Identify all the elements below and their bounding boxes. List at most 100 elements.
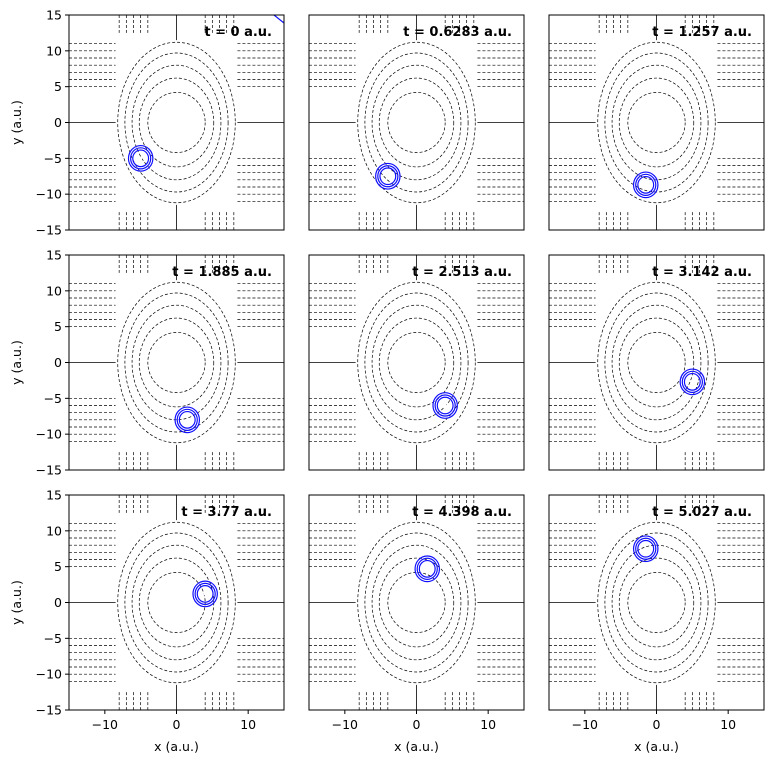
wavepacket-contour: [637, 175, 655, 194]
potential-contour: [371, 544, 462, 661]
x-tick-label: 0: [413, 717, 421, 732]
potential-contour: [131, 544, 222, 661]
y-tick-label: −5: [44, 391, 62, 406]
wavepacket-contour: [681, 370, 703, 393]
time-label: t = 1.885 a.u.: [172, 265, 272, 280]
potential-contour: [627, 92, 686, 153]
time-label: t = 0.6283 a.u.: [403, 25, 512, 40]
y-tick-label: 0: [54, 355, 62, 370]
y-tick-label: −10: [36, 187, 62, 202]
panel-frame: [548, 14, 765, 231]
potential-contour: [147, 332, 206, 393]
potential-contour: [604, 292, 709, 433]
y-axis-label: y (a.u.): [9, 580, 24, 625]
panel: t = 2.513 a.u.: [308, 254, 525, 471]
x-tick-label: −10: [572, 717, 598, 732]
potential-contour: [378, 77, 455, 168]
potential-contour: [131, 304, 222, 421]
potential-contour: [138, 77, 215, 168]
wavepacket-center: [690, 380, 694, 384]
plot-area: [549, 15, 764, 230]
y-tick-label: −15: [36, 223, 62, 238]
wavepacket-center: [139, 156, 143, 160]
panel: t = 3.77 a.u. 15 10 5 0 −5 −10 −15 y (a.u.) −10 0 1…: [9, 488, 285, 754]
panel: t = 4.398 a.u. −10 0 10 x (a.u.): [308, 494, 525, 754]
wavepacket-center: [185, 418, 189, 422]
wavepacket-contour: [637, 539, 655, 558]
plot-area: [549, 495, 764, 710]
wavepacket-contour: [176, 408, 198, 431]
wavepacket-center: [443, 403, 447, 408]
wavepacket-contour: [418, 559, 436, 578]
y-tick-label: 0: [54, 115, 62, 130]
potential-contour: [117, 521, 236, 684]
time-label: t = 0 a.u.: [204, 25, 272, 40]
time-label: t = 3.77 a.u.: [181, 505, 272, 520]
wavepacket-contour: [635, 537, 657, 560]
potential-contour: [604, 52, 709, 193]
potential-contour: [618, 557, 695, 648]
y-tick-label: −15: [36, 703, 62, 718]
time-label: t = 2.513 a.u.: [412, 265, 512, 280]
wavepacket-contour: [632, 171, 659, 199]
plot-area: [309, 255, 524, 470]
potential-contour: [378, 557, 455, 648]
x-tick-label: −10: [332, 717, 358, 732]
potential-contour: [597, 281, 716, 444]
potential-contour: [611, 304, 702, 421]
wavepacket-center: [644, 547, 648, 551]
wavepacket-contour: [416, 557, 438, 580]
edge-artifact: [273, 15, 284, 24]
wavepacket-contour: [130, 147, 152, 170]
panel: t = 0.6283 a.u.: [308, 14, 525, 231]
potential-contour: [364, 292, 469, 433]
potential-contour: [387, 572, 446, 633]
panel-frame: [308, 14, 525, 231]
potential-contour: [131, 64, 222, 181]
wavepacket-contour: [375, 162, 401, 190]
potential-contour: [117, 41, 236, 204]
potential-contour: [124, 292, 229, 433]
time-label: t = 1.257 a.u.: [652, 25, 752, 40]
wavepacket-contour: [436, 396, 454, 415]
time-label: t = 5.027 a.u.: [652, 505, 752, 520]
plot-area: [549, 255, 764, 470]
wavepacket-contour: [196, 585, 214, 603]
y-tick-label: 15: [46, 488, 62, 503]
wavepacket-contour: [679, 368, 706, 396]
wavepacket-contour: [414, 555, 441, 583]
potential-contour: [364, 52, 469, 193]
wavepacket-contour: [192, 580, 218, 608]
x-tick-label: 0: [173, 717, 181, 732]
plot-area: [309, 495, 524, 710]
x-tick-label: 0: [653, 717, 661, 732]
potential-contour: [371, 64, 462, 181]
wavepacket-contour: [127, 144, 154, 172]
potential-contour: [117, 281, 236, 444]
potential-contour: [364, 532, 469, 673]
wavepacket-center: [644, 183, 648, 187]
potential-contour: [124, 532, 229, 673]
panel: t = 3.142 a.u.: [548, 254, 765, 471]
potential-contour: [611, 64, 702, 181]
wavepacket-contour: [377, 165, 399, 188]
potential-contour: [627, 332, 686, 393]
potential-contour: [371, 304, 462, 421]
potential-contour: [618, 317, 695, 408]
y-tick-label: 10: [46, 283, 62, 298]
wavepacket-contour: [432, 392, 458, 419]
x-axis-label: x (a.u.): [634, 739, 679, 754]
y-tick-label: 10: [46, 43, 62, 58]
potential-contour: [597, 41, 716, 204]
panel-frame: [308, 254, 525, 471]
potential-contour: [357, 41, 476, 204]
x-tick-label: −10: [92, 717, 118, 732]
wavepacket-contour: [194, 582, 216, 606]
y-tick-label: 5: [54, 559, 62, 574]
x-tick-label: 10: [720, 717, 736, 732]
x-tick-label: 10: [240, 717, 256, 732]
panel: t = 1.885 a.u. 15 10 5 0 −5 −10 −15 y (a.u.): [9, 248, 285, 478]
panel: t = 5.027 a.u. −10 0 10 x (a.u.): [548, 494, 765, 754]
panel: t = 0 a.u. 15 10 5 0 −5 −10 −15 y (a.u.): [9, 8, 285, 238]
